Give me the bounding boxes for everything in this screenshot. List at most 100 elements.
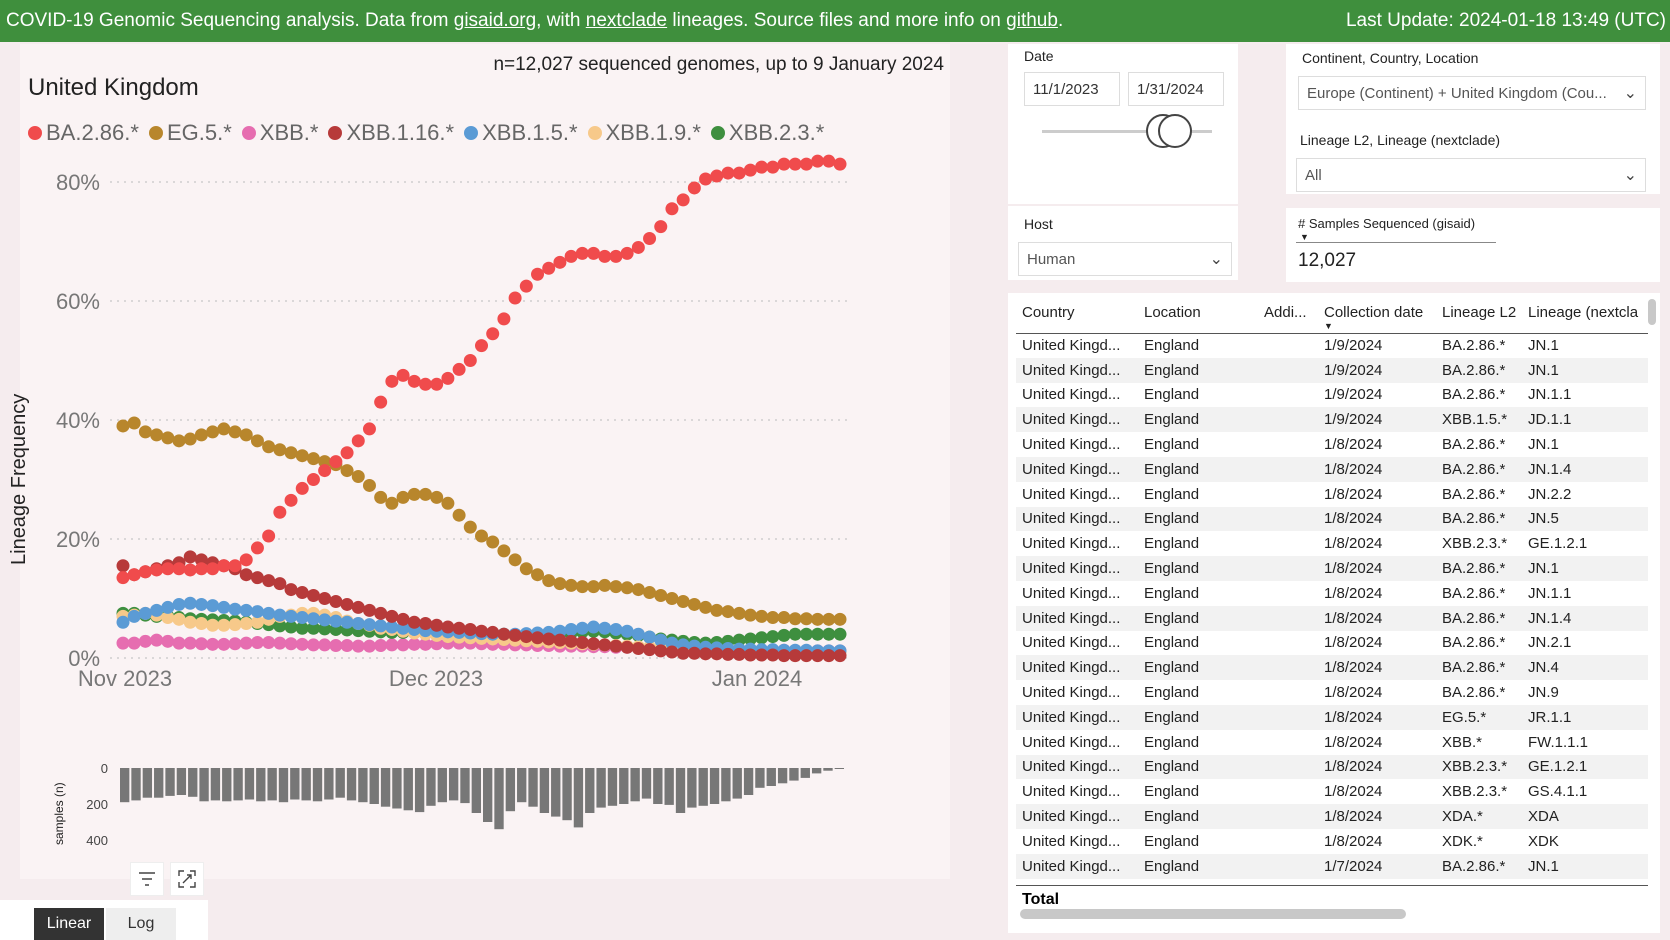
sample-bar[interactable] (641, 768, 652, 799)
data-point[interactable] (833, 157, 847, 171)
sample-bar[interactable] (154, 768, 164, 798)
data-point[interactable] (598, 249, 612, 263)
sample-bar[interactable] (222, 768, 232, 802)
date-start-input[interactable]: 11/1/2023 (1024, 72, 1120, 106)
data-point[interactable] (318, 592, 332, 605)
data-point[interactable] (217, 422, 231, 436)
data-point[interactable] (598, 638, 612, 652)
data-point[interactable] (228, 559, 242, 573)
data-point[interactable] (452, 362, 466, 376)
sample-bar[interactable] (290, 768, 300, 800)
data-point[interactable] (699, 600, 713, 614)
data-point[interactable] (250, 541, 264, 555)
sample-bar[interactable] (721, 768, 731, 802)
data-point[interactable] (755, 648, 769, 662)
column-header[interactable]: Lineage L2 (1436, 293, 1522, 334)
data-point[interactable] (329, 614, 343, 628)
data-point[interactable] (127, 568, 141, 582)
location-dropdown[interactable]: Europe (Continent) + United Kingdom (Cou… (1298, 76, 1646, 110)
data-point[interactable] (564, 634, 578, 648)
data-point[interactable] (721, 605, 735, 619)
data-point[interactable] (161, 431, 175, 445)
data-point[interactable] (418, 487, 432, 501)
data-point[interactable] (710, 647, 724, 661)
sample-bar[interactable] (517, 768, 527, 803)
data-point[interactable] (654, 633, 668, 647)
data-point[interactable] (676, 193, 690, 207)
data-point[interactable] (396, 612, 410, 626)
column-header[interactable]: Lineage (nextcla (1522, 293, 1648, 334)
sample-bar[interactable] (823, 768, 833, 771)
data-point[interactable] (441, 371, 455, 385)
data-point[interactable] (508, 628, 522, 642)
data-point[interactable] (340, 464, 354, 478)
data-point[interactable] (497, 627, 511, 641)
data-point[interactable] (699, 172, 713, 186)
sample-bar[interactable] (573, 768, 584, 828)
data-point[interactable] (183, 615, 197, 629)
data-point[interactable] (777, 649, 791, 663)
host-dropdown[interactable]: Human ⌄ (1018, 242, 1232, 276)
table-row[interactable]: United Kingd... England 1/8/2024 XBB.2.3.* G… (1016, 779, 1648, 804)
data-point[interactable] (486, 625, 500, 639)
data-point[interactable] (430, 490, 444, 504)
data-point[interactable] (206, 618, 220, 632)
data-point[interactable] (643, 630, 657, 644)
data-point[interactable] (306, 621, 320, 635)
data-point[interactable] (217, 600, 231, 614)
data-point[interactable] (631, 240, 645, 254)
sample-bar[interactable] (743, 768, 754, 795)
data-point[interactable] (699, 647, 713, 661)
sample-bar[interactable] (800, 768, 810, 778)
data-point[interactable] (687, 181, 701, 195)
data-point[interactable] (183, 596, 197, 610)
data-point[interactable] (183, 550, 197, 564)
table-row[interactable]: United Kingd... England 1/8/2024 BA.2.86.* J… (1016, 506, 1648, 532)
data-point[interactable] (150, 633, 164, 647)
data-point[interactable] (631, 627, 645, 641)
data-point[interactable] (531, 267, 545, 281)
sample-bar[interactable] (346, 768, 357, 801)
data-point[interactable] (609, 249, 623, 263)
data-point[interactable] (284, 446, 298, 460)
sample-bar[interactable] (256, 768, 266, 802)
sample-bar[interactable] (188, 768, 198, 797)
sample-bar[interactable] (460, 768, 470, 804)
data-point[interactable] (385, 496, 399, 510)
data-point[interactable] (206, 425, 220, 439)
data-point[interactable] (194, 553, 208, 567)
data-point[interactable] (721, 647, 735, 661)
data-point[interactable] (318, 613, 332, 627)
date-end-input[interactable]: 1/31/2024 (1128, 72, 1224, 106)
data-point[interactable] (799, 627, 813, 641)
data-point[interactable] (295, 449, 309, 463)
data-point[interactable] (228, 618, 242, 632)
data-point[interactable] (306, 612, 320, 626)
legend-item[interactable]: BA.2.86.* (28, 120, 139, 146)
data-point[interactable] (374, 639, 388, 653)
data-point[interactable] (732, 647, 746, 661)
data-point[interactable] (127, 636, 141, 650)
legend-item[interactable]: XBB.1.5.* (464, 120, 578, 146)
data-point[interactable] (620, 246, 634, 260)
data-point[interactable] (531, 631, 545, 645)
data-point[interactable] (519, 562, 533, 576)
data-point[interactable] (799, 612, 813, 626)
sample-bar[interactable] (698, 768, 708, 806)
sort-down-icon[interactable]: ▼ (1324, 321, 1333, 331)
data-point[interactable] (250, 636, 264, 650)
data-point[interactable] (239, 603, 253, 617)
sample-bar[interactable] (471, 768, 481, 813)
data-point[interactable] (374, 490, 388, 504)
table-row[interactable]: United Kingd... England 1/9/2024 XBB.1.5.* J… (1016, 407, 1648, 433)
data-point[interactable] (116, 636, 130, 650)
data-point[interactable] (475, 624, 488, 638)
data-point[interactable] (743, 163, 757, 177)
data-point[interactable] (396, 490, 410, 504)
data-point[interactable] (138, 606, 152, 620)
data-point[interactable] (150, 428, 164, 442)
data-point[interactable] (396, 638, 410, 652)
data-point[interactable] (676, 646, 690, 660)
data-point[interactable] (575, 621, 589, 635)
linear-scale-button[interactable]: Linear (34, 908, 104, 940)
